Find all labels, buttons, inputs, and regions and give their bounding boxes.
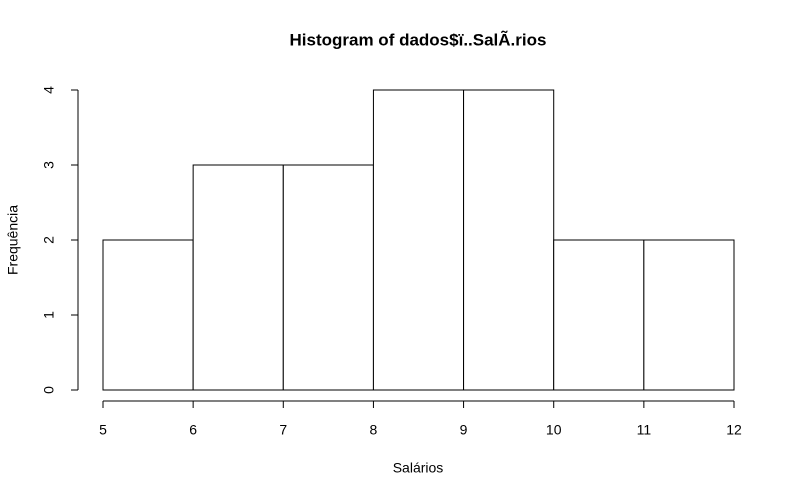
x-tick-label: 5 <box>99 422 107 438</box>
x-tick-label: 9 <box>460 422 468 438</box>
bar <box>643 239 735 391</box>
y-tick-label: 4 <box>41 86 57 94</box>
x-tick-label: 11 <box>637 422 652 438</box>
bar <box>372 89 465 391</box>
y-tick-label: 0 <box>41 386 57 394</box>
bar <box>463 89 555 391</box>
x-tick-label: 12 <box>726 422 742 438</box>
y-axis-label: Frequência <box>5 205 21 275</box>
x-tick-label: 8 <box>370 422 378 438</box>
x-tick-label: 6 <box>189 422 197 438</box>
chart-title: Histogram of dados$ï..SalÃ.rios <box>290 29 547 49</box>
x-axis-label: Salários <box>393 460 444 476</box>
bar <box>282 164 374 391</box>
y-tick-label: 3 <box>41 161 57 169</box>
bar <box>192 164 284 391</box>
x-tick-label: 7 <box>279 422 287 438</box>
x-tick-label: 10 <box>546 422 562 438</box>
y-tick-label: 1 <box>41 311 57 319</box>
y-tick-label: 2 <box>41 236 57 244</box>
bar <box>102 239 194 391</box>
bar <box>553 239 645 391</box>
